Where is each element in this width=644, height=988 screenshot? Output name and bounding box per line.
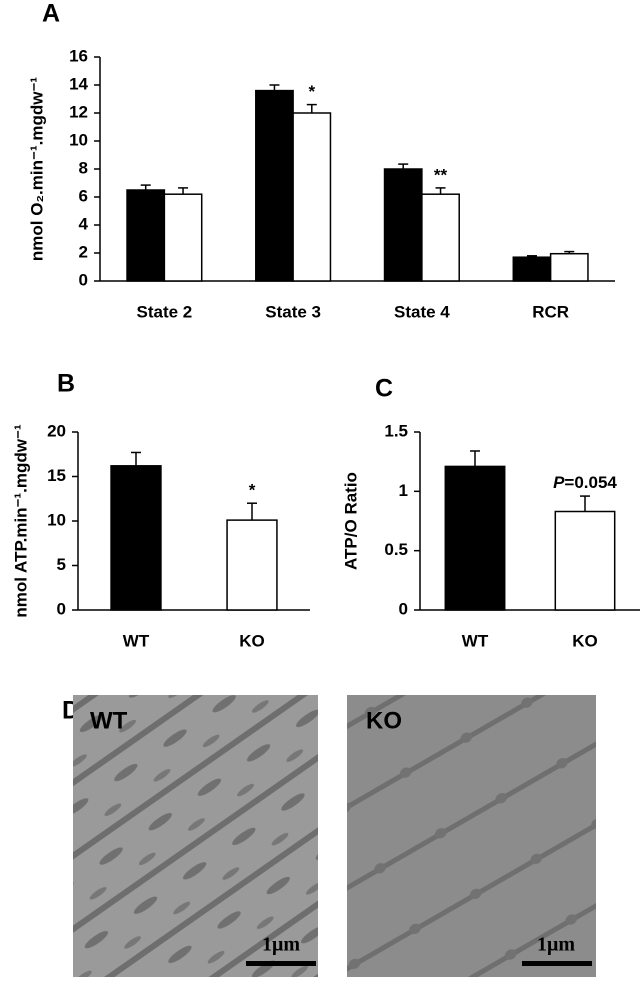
bar	[126, 189, 166, 282]
x-tick-label: WT	[123, 631, 150, 650]
y-tick-label: 1	[399, 481, 408, 500]
y-tick-label: 20	[47, 421, 66, 440]
scale-bar	[522, 961, 592, 966]
x-tick-label: State 4	[394, 302, 450, 321]
bar	[512, 256, 552, 282]
x-tick-label: RCR	[532, 302, 569, 321]
x-tick-label: KO	[572, 631, 598, 650]
y-tick-label: 2	[79, 242, 88, 261]
bar	[292, 112, 332, 282]
bar	[444, 465, 506, 611]
bar	[549, 252, 589, 282]
significance-label: *	[249, 481, 256, 500]
y-tick-label: 0	[399, 599, 408, 618]
x-tick-label: WT	[462, 631, 489, 650]
y-tick-label: 0	[57, 599, 66, 618]
y-tick-label: 0.5	[384, 540, 408, 559]
y-axis-label: nmol O₂.min⁻¹.mgdw⁻¹	[27, 77, 46, 261]
bar	[163, 193, 203, 282]
x-tick-label: KO	[239, 631, 265, 650]
scale-label: 1μm	[262, 934, 300, 956]
panel-label: C	[375, 375, 393, 403]
scale-label: 1μm	[537, 934, 575, 956]
significance-label: P=0.054	[553, 474, 617, 493]
micrograph	[73, 695, 318, 977]
y-tick-label: 16	[69, 46, 88, 65]
bar	[255, 89, 294, 282]
y-tick-label: 15	[47, 466, 66, 485]
image-label: WT	[90, 707, 128, 734]
y-tick-label: 1.5	[384, 421, 408, 440]
y-axis-label: ATP/O Ratio	[341, 472, 360, 570]
significance-label: *	[308, 82, 315, 101]
bar	[554, 510, 616, 611]
y-tick-label: 12	[69, 102, 88, 121]
y-tick-label: 6	[79, 186, 88, 205]
bar	[421, 193, 460, 282]
scale-bar	[246, 961, 316, 966]
image-label: KO	[366, 707, 402, 734]
panel-label: B	[57, 370, 75, 398]
bar	[383, 168, 423, 282]
y-tick-label: 8	[79, 158, 88, 177]
y-tick-label: 4	[79, 214, 89, 233]
y-tick-label: 5	[57, 555, 66, 574]
x-tick-label: State 3	[265, 302, 321, 321]
y-tick-label: 10	[69, 130, 88, 149]
y-tick-label: 10	[47, 510, 66, 529]
significance-label: **	[434, 165, 448, 184]
y-tick-label: 14	[69, 74, 88, 93]
bar	[226, 519, 278, 611]
y-tick-label: 0	[79, 270, 88, 289]
y-axis-label: nmol ATP.min⁻¹.mgdw⁻¹	[11, 424, 30, 618]
bar	[110, 465, 162, 611]
micrograph	[347, 695, 596, 977]
panel-label: A	[42, 0, 60, 28]
x-tick-label: State 2	[137, 302, 193, 321]
